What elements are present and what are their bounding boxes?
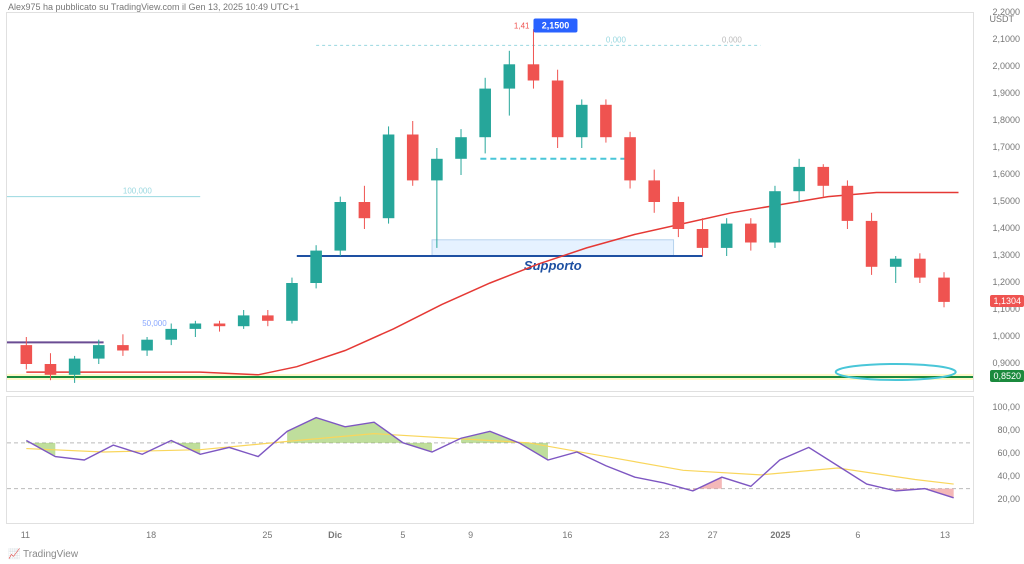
rsi-tick: 60,00 (997, 448, 1020, 458)
rsi-tick: 80,00 (997, 425, 1020, 435)
price-tick: 2,2000 (992, 7, 1020, 17)
time-tick: 13 (940, 530, 950, 540)
svg-text:0,000: 0,000 (606, 35, 627, 44)
time-tick: 18 (146, 530, 156, 540)
price-tick: 1,0000 (992, 331, 1020, 341)
chart-area: ONDOUSDT SPOT, 1D, BITGET O - Aper.1,208… (6, 12, 974, 528)
time-x-axis: 11 18 25 Dic 5 9 16 23 27 2025 6 13 (6, 530, 974, 544)
svg-text:1,41: 1,41 (514, 22, 530, 31)
price-tick: 1,4000 (992, 223, 1020, 233)
time-tick: 16 (562, 530, 572, 540)
price-tick: 0,9000 (992, 358, 1020, 368)
rsi-tick: 40,00 (997, 471, 1020, 481)
published-by-line: Alex975 ha pubblicato su TradingView.com… (8, 2, 299, 12)
rsi-chart-svg (7, 397, 973, 523)
svg-text:0,000: 0,000 (722, 35, 743, 44)
time-tick: 6 (855, 530, 860, 540)
price-chart-svg: 0,000 0,000 100,000 50,000 Supporto 2,1500 1,4… (7, 13, 973, 391)
time-tick: Dic (328, 530, 342, 540)
time-tick: 9 (468, 530, 473, 540)
svg-text:Supporto: Supporto (524, 258, 582, 273)
svg-text:2,1500: 2,1500 (542, 21, 570, 31)
price-tick: 1,8000 (992, 115, 1020, 125)
time-tick: 11 (21, 530, 30, 540)
tradingview-watermark: 📈 TradingView (8, 549, 78, 560)
rsi-pane[interactable] (6, 396, 974, 524)
price-tick: 1,2000 (992, 277, 1020, 287)
rsi-tick: 100,00 (992, 402, 1020, 412)
time-tick: 2025 (770, 530, 790, 540)
rsi-tick: 20,00 (997, 494, 1020, 504)
price-tick: 1,9000 (992, 88, 1020, 98)
time-tick: 27 (708, 530, 718, 540)
price-tick: 2,0000 (992, 61, 1020, 71)
svg-text:100,000: 100,000 (123, 187, 152, 196)
price-tick: 2,1000 (992, 34, 1020, 44)
price-pane[interactable]: 0,000 0,000 100,000 50,000 Supporto 2,1500 1,4… (6, 12, 974, 392)
price-tick: 1,3000 (992, 250, 1020, 260)
price-tick: 1,6000 (992, 169, 1020, 179)
time-tick: 25 (262, 530, 272, 540)
current-price-flag: 1,1304 (990, 295, 1024, 307)
price-tick: 1,5000 (992, 196, 1020, 206)
rsi-y-axis: 100,00 80,00 60,00 40,00 20,00 (978, 396, 1024, 524)
svg-text:50,000: 50,000 (142, 319, 167, 328)
price-y-axis: 2,20002,10002,00001,90001,80001,70001,60… (978, 12, 1024, 392)
price-tick: 1,7000 (992, 142, 1020, 152)
green-line-flag: 0,8520 (990, 370, 1024, 382)
time-tick: 23 (659, 530, 669, 540)
time-tick: 5 (400, 530, 405, 540)
